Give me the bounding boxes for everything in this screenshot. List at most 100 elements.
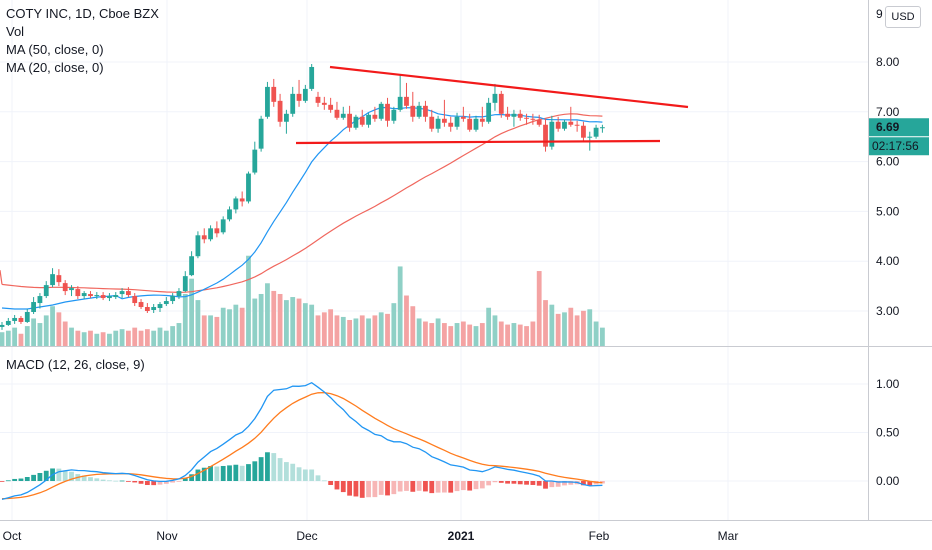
candle-body bbox=[524, 117, 529, 119]
volume-bar bbox=[517, 324, 523, 346]
candle bbox=[536, 114, 542, 127]
candlesticks bbox=[0, 63, 605, 330]
volume-bars bbox=[0, 255, 605, 346]
volume-bar bbox=[473, 326, 479, 346]
candle-body bbox=[397, 96, 403, 110]
macd-histogram-bar bbox=[246, 464, 251, 481]
candle bbox=[574, 120, 580, 132]
volume-bar bbox=[309, 304, 315, 346]
macd-histogram-bar bbox=[81, 475, 87, 481]
candle-body bbox=[347, 113, 352, 128]
ma20-line bbox=[1, 106, 603, 310]
volume-bar bbox=[581, 310, 586, 346]
candle bbox=[486, 97, 492, 124]
macd-histogram-bar bbox=[94, 478, 100, 481]
volume-bar bbox=[277, 293, 283, 346]
candle-body bbox=[284, 113, 289, 122]
currency-button[interactable]: USD bbox=[885, 6, 921, 28]
volume-bar bbox=[410, 306, 416, 346]
candle-body bbox=[315, 96, 321, 103]
legend-ma20[interactable]: MA (20, close, 0) bbox=[6, 60, 104, 75]
candle-body bbox=[214, 228, 220, 234]
macd-histogram-bar bbox=[543, 481, 548, 489]
macd-histogram-bar bbox=[498, 481, 504, 483]
candle bbox=[315, 91, 321, 107]
candle-body bbox=[568, 121, 574, 125]
candle-body bbox=[581, 125, 586, 138]
volume-bar bbox=[107, 333, 112, 346]
candle-body bbox=[302, 88, 308, 101]
volume-bar bbox=[492, 315, 498, 346]
candle-body bbox=[435, 118, 441, 129]
macd-histogram-bar bbox=[88, 477, 93, 481]
candle-body bbox=[498, 93, 504, 114]
volume-bar bbox=[302, 303, 308, 346]
volume-bar bbox=[138, 330, 144, 346]
macd-histogram-bar bbox=[258, 457, 264, 481]
legend-volume[interactable]: Vol bbox=[6, 24, 25, 39]
time-tick-label: Feb bbox=[589, 529, 610, 543]
candle-body bbox=[163, 301, 169, 305]
macd-histogram-bar bbox=[347, 481, 352, 496]
candle bbox=[0, 321, 5, 330]
volume-bar bbox=[442, 323, 447, 346]
candle bbox=[12, 314, 18, 324]
volume-bar bbox=[290, 297, 296, 346]
candle bbox=[189, 251, 194, 277]
macd-histogram-bar bbox=[24, 477, 30, 481]
volume-bar bbox=[315, 315, 321, 346]
legend-macd[interactable]: MACD (12, 26, close, 9) bbox=[6, 357, 145, 372]
candle-body bbox=[50, 274, 55, 286]
macd-histogram-bar bbox=[555, 481, 561, 487]
candle-body bbox=[246, 173, 251, 202]
candle bbox=[359, 109, 365, 127]
volume-bar bbox=[119, 329, 125, 346]
candle bbox=[479, 106, 485, 127]
macd-histogram-bar bbox=[587, 481, 593, 486]
volume-bar bbox=[62, 321, 68, 346]
candle-body bbox=[492, 93, 498, 103]
candle-body bbox=[37, 296, 43, 304]
candle bbox=[113, 292, 119, 300]
volume-bar bbox=[543, 300, 548, 346]
candle-body bbox=[479, 118, 485, 122]
legend-ma50[interactable]: MA (50, close, 0) bbox=[6, 42, 104, 57]
candle-body bbox=[252, 149, 258, 173]
candle bbox=[220, 216, 226, 235]
volume-bar bbox=[448, 326, 454, 346]
candle bbox=[126, 287, 131, 298]
candle-body bbox=[505, 113, 510, 117]
macd-histogram-bar bbox=[5, 480, 11, 482]
macd-histogram-bar bbox=[208, 466, 213, 481]
time-tick-label: Nov bbox=[156, 529, 177, 543]
candle bbox=[94, 292, 100, 300]
candle-body bbox=[132, 296, 138, 304]
candle-body bbox=[574, 124, 580, 126]
candle bbox=[372, 106, 378, 122]
macd-histogram-bar bbox=[562, 481, 567, 486]
volume-bar bbox=[239, 307, 245, 346]
candle bbox=[473, 115, 479, 132]
candle bbox=[385, 97, 390, 127]
volume-bar bbox=[265, 283, 270, 346]
candle-body bbox=[75, 289, 81, 297]
macd-histogram-bar bbox=[359, 481, 365, 498]
volume-bar bbox=[404, 295, 409, 346]
candle-body bbox=[296, 93, 302, 101]
macd-histogram-bar bbox=[296, 467, 302, 481]
candle-body bbox=[176, 291, 182, 297]
candle bbox=[233, 196, 239, 214]
macd-histogram-bar bbox=[302, 469, 308, 481]
volume-bar bbox=[574, 315, 580, 346]
candle-body bbox=[353, 116, 359, 128]
macd-histogram-bar bbox=[12, 478, 18, 481]
macd-histogram-bar bbox=[182, 478, 188, 481]
price-tick-label: 3.00 bbox=[876, 304, 900, 318]
candle-body bbox=[220, 219, 226, 233]
candle bbox=[410, 91, 416, 122]
volume-bar bbox=[163, 330, 169, 346]
candle-body bbox=[385, 103, 390, 121]
volume-bar bbox=[334, 315, 340, 346]
legend-symbol[interactable]: COTY INC, 1D, Cboe BZX bbox=[6, 6, 159, 21]
